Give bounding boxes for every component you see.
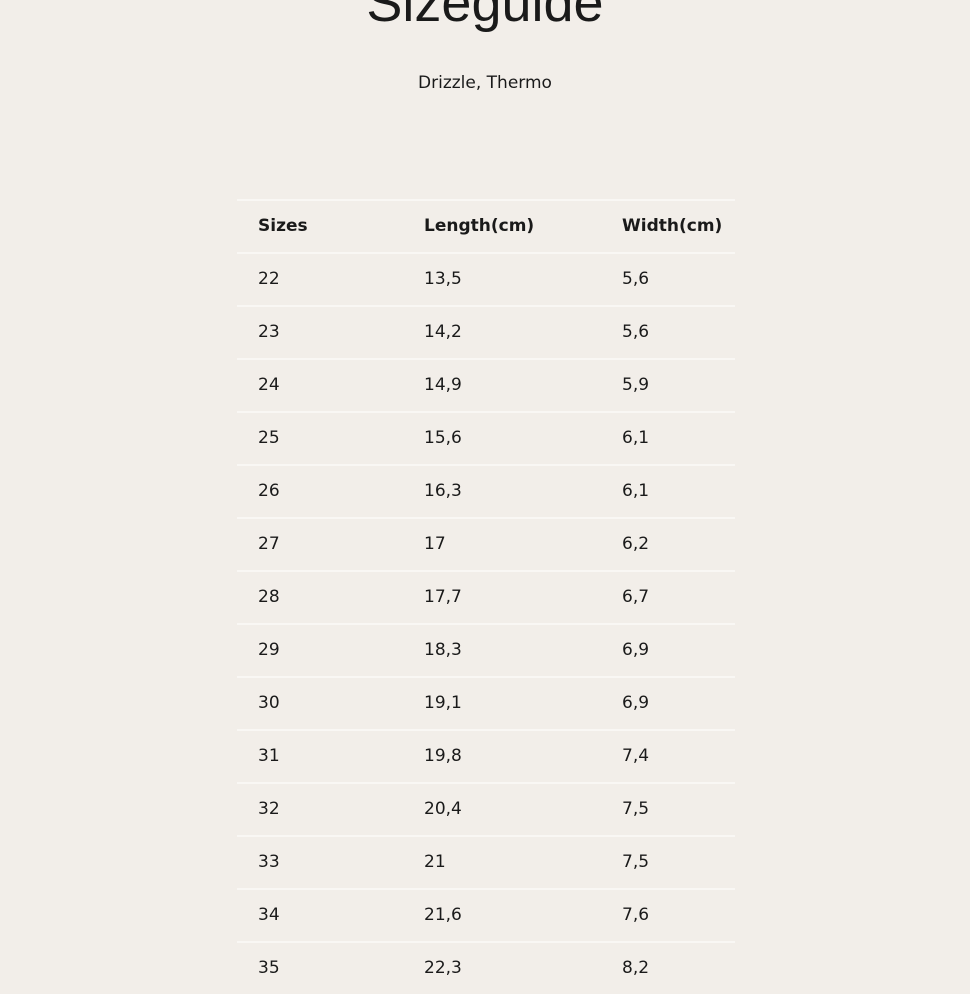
table-cell: 21 — [424, 852, 446, 872]
table-cell: 32 — [258, 799, 280, 819]
table-cell: 26 — [258, 481, 280, 501]
table-cell: 8,2 — [622, 958, 650, 978]
table-row: 27 17 6,2 — [237, 517, 735, 570]
table-cell: 7,4 — [622, 746, 650, 766]
table-row: 35 22,3 8,2 — [237, 941, 735, 994]
table-cell: 17,7 — [424, 587, 462, 607]
table-cell: 7,6 — [622, 905, 650, 925]
header-row: Sizes Length(cm) Width(cm) — [237, 199, 735, 252]
table-cell: 13,5 — [424, 269, 462, 289]
table-cell: 6,9 — [622, 693, 650, 713]
table-cell: 5,6 — [622, 322, 650, 342]
table-cell: 7,5 — [622, 799, 650, 819]
table-cell: 22 — [258, 269, 280, 289]
table-cell: 28 — [258, 587, 280, 607]
table-row: 34 21,6 7,6 — [237, 888, 735, 941]
table-cell: 6,1 — [622, 428, 650, 448]
table-cell: 7,5 — [622, 852, 650, 872]
table-cell: 31 — [258, 746, 280, 766]
table-row: 31 19,8 7,4 — [237, 729, 735, 782]
table-cell: 18,3 — [424, 640, 462, 660]
table-cell: 14,9 — [424, 375, 462, 395]
table-cell: 6,1 — [622, 481, 650, 501]
size-table: Sizes Length(cm) Width(cm) 22 13,5 5,6 23 14,2 5… — [237, 199, 735, 994]
table-cell: 29 — [258, 640, 280, 660]
table-cell: 5,6 — [622, 269, 650, 289]
table-cell: 5,9 — [622, 375, 650, 395]
table-cell: 20,4 — [424, 799, 462, 819]
table-cell: 17 — [424, 534, 446, 554]
table-row: 25 15,6 6,1 — [237, 411, 735, 464]
column-header: Width(cm) — [622, 216, 723, 236]
table-row: 26 16,3 6,1 — [237, 464, 735, 517]
table-row: 24 14,9 5,9 — [237, 358, 735, 411]
table-cell: 15,6 — [424, 428, 462, 448]
table-cell: 34 — [258, 905, 280, 925]
table-cell: 19,1 — [424, 693, 462, 713]
table-cell: 33 — [258, 852, 280, 872]
table-cell: 6,7 — [622, 587, 650, 607]
table-row: 33 21 7,5 — [237, 835, 735, 888]
page: Sizeguide {"header": {"title": "Sizeguid… — [237, 0, 735, 978]
table-cell: 14,2 — [424, 322, 462, 342]
table-cell: 16,3 — [424, 481, 462, 501]
page-body: Sizeguide Drizzle, Thermo Sizes Length(cm… — [237, 0, 735, 978]
table-cell: 22,3 — [424, 958, 462, 978]
table-cell: 6,9 — [622, 640, 650, 660]
table-cell: 23 — [258, 322, 280, 342]
table-cell: 6,2 — [622, 534, 650, 554]
table-cell: 24 — [258, 375, 280, 395]
table-cell: 25 — [258, 428, 280, 448]
table-row: 30 19,1 6,9 — [237, 676, 735, 729]
table-cell: 35 — [258, 958, 280, 978]
page-subtitle: Drizzle, Thermo — [418, 73, 552, 93]
column-header: Sizes — [258, 216, 308, 236]
page-title: Sizeguide — [366, 0, 604, 33]
table-cell: 19,8 — [424, 746, 462, 766]
table-cell: 27 — [258, 534, 280, 554]
table-row: 29 18,3 6,9 — [237, 623, 735, 676]
column-header: Length(cm) — [424, 216, 535, 236]
table-row: 23 14,2 5,6 — [237, 305, 735, 358]
table-row: 22 13,5 5,6 — [237, 252, 735, 305]
table-row: 32 20,4 7,5 — [237, 782, 735, 835]
table-row: 28 17,7 6,7 — [237, 570, 735, 623]
table-cell: 30 — [258, 693, 280, 713]
table-cell: 21,6 — [424, 905, 462, 925]
